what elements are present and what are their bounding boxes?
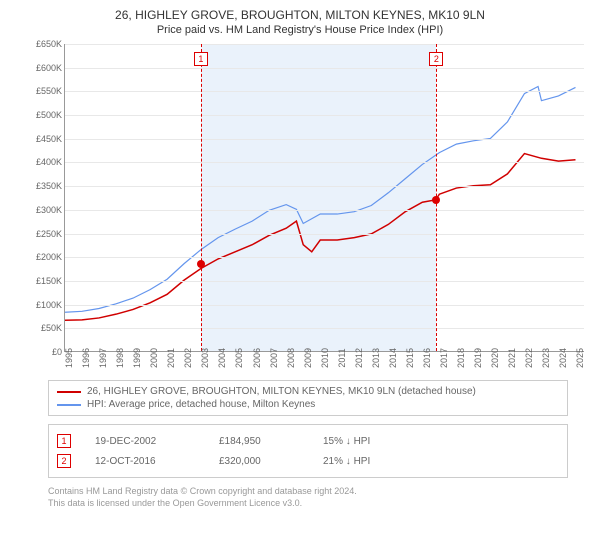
y-axis-label: £600K (28, 63, 62, 73)
tx-marker: 2 (57, 454, 71, 468)
tx-date: 19-DEC-2002 (95, 436, 195, 447)
gridline (65, 68, 584, 69)
series-line (65, 154, 575, 321)
gridline (65, 115, 584, 116)
y-axis-label: £450K (28, 134, 62, 144)
title-line1: 26, HIGHLEY GROVE, BROUGHTON, MILTON KEY… (8, 8, 592, 22)
y-axis-label: £250K (28, 229, 62, 239)
transaction-table: 1 19-DEC-2002 £184,950 15% ↓ HPI 2 12-OCT-201… (48, 424, 568, 478)
legend-label: 26, HIGHLEY GROVE, BROUGHTON, MILTON KEY… (87, 386, 476, 397)
tx-marker: 1 (57, 434, 71, 448)
tx-price: £184,950 (219, 436, 299, 447)
y-axis-label: £300K (28, 205, 62, 215)
tx-price: £320,000 (219, 456, 299, 467)
y-axis-label: £200K (28, 252, 62, 262)
transaction-row: 2 12-OCT-2016 £320,000 21% ↓ HPI (57, 451, 559, 471)
marker-dot (432, 196, 440, 204)
gridline (65, 91, 584, 92)
legend-item: 26, HIGHLEY GROVE, BROUGHTON, MILTON KEY… (57, 385, 559, 398)
marker-line (201, 44, 202, 351)
legend: 26, HIGHLEY GROVE, BROUGHTON, MILTON KEY… (48, 380, 568, 416)
gridline (65, 162, 584, 163)
y-axis-label: £100K (28, 300, 62, 310)
gridline (65, 257, 584, 258)
gridline (65, 234, 584, 235)
chart-title: 26, HIGHLEY GROVE, BROUGHTON, MILTON KEY… (8, 8, 592, 36)
chart: 12 £0£50K£100K£150K£200K£250K£300K£350K£… (28, 44, 588, 374)
gridline (65, 305, 584, 306)
footer-line2: This data is licensed under the Open Gov… (48, 498, 568, 510)
x-axis-label: 2025 (575, 348, 595, 368)
y-axis-label: £350K (28, 181, 62, 191)
tx-delta: 15% ↓ HPI (323, 436, 443, 447)
marker-box: 2 (429, 52, 443, 66)
footer-line1: Contains HM Land Registry data © Crown c… (48, 486, 568, 498)
legend-label: HPI: Average price, detached house, Milt… (87, 399, 315, 410)
y-axis-label: £50K (28, 323, 62, 333)
legend-swatch (57, 391, 81, 393)
transaction-row: 1 19-DEC-2002 £184,950 15% ↓ HPI (57, 431, 559, 451)
footer: Contains HM Land Registry data © Crown c… (48, 486, 568, 509)
y-axis-label: £550K (28, 86, 62, 96)
tx-delta: 21% ↓ HPI (323, 456, 443, 467)
gridline (65, 328, 584, 329)
y-axis-label: £0 (28, 347, 62, 357)
y-axis-label: £650K (28, 39, 62, 49)
marker-dot (197, 260, 205, 268)
gridline (65, 186, 584, 187)
plot-area: 12 (64, 44, 584, 352)
gridline (65, 210, 584, 211)
gridline (65, 44, 584, 45)
marker-box: 1 (194, 52, 208, 66)
y-axis-label: £500K (28, 110, 62, 120)
legend-swatch (57, 404, 81, 406)
gridline (65, 281, 584, 282)
tx-date: 12-OCT-2016 (95, 456, 195, 467)
title-line2: Price paid vs. HM Land Registry's House … (8, 24, 592, 36)
y-axis-label: £150K (28, 276, 62, 286)
legend-item: HPI: Average price, detached house, Milt… (57, 398, 559, 411)
gridline (65, 139, 584, 140)
y-axis-label: £400K (28, 157, 62, 167)
series-line (65, 87, 575, 313)
